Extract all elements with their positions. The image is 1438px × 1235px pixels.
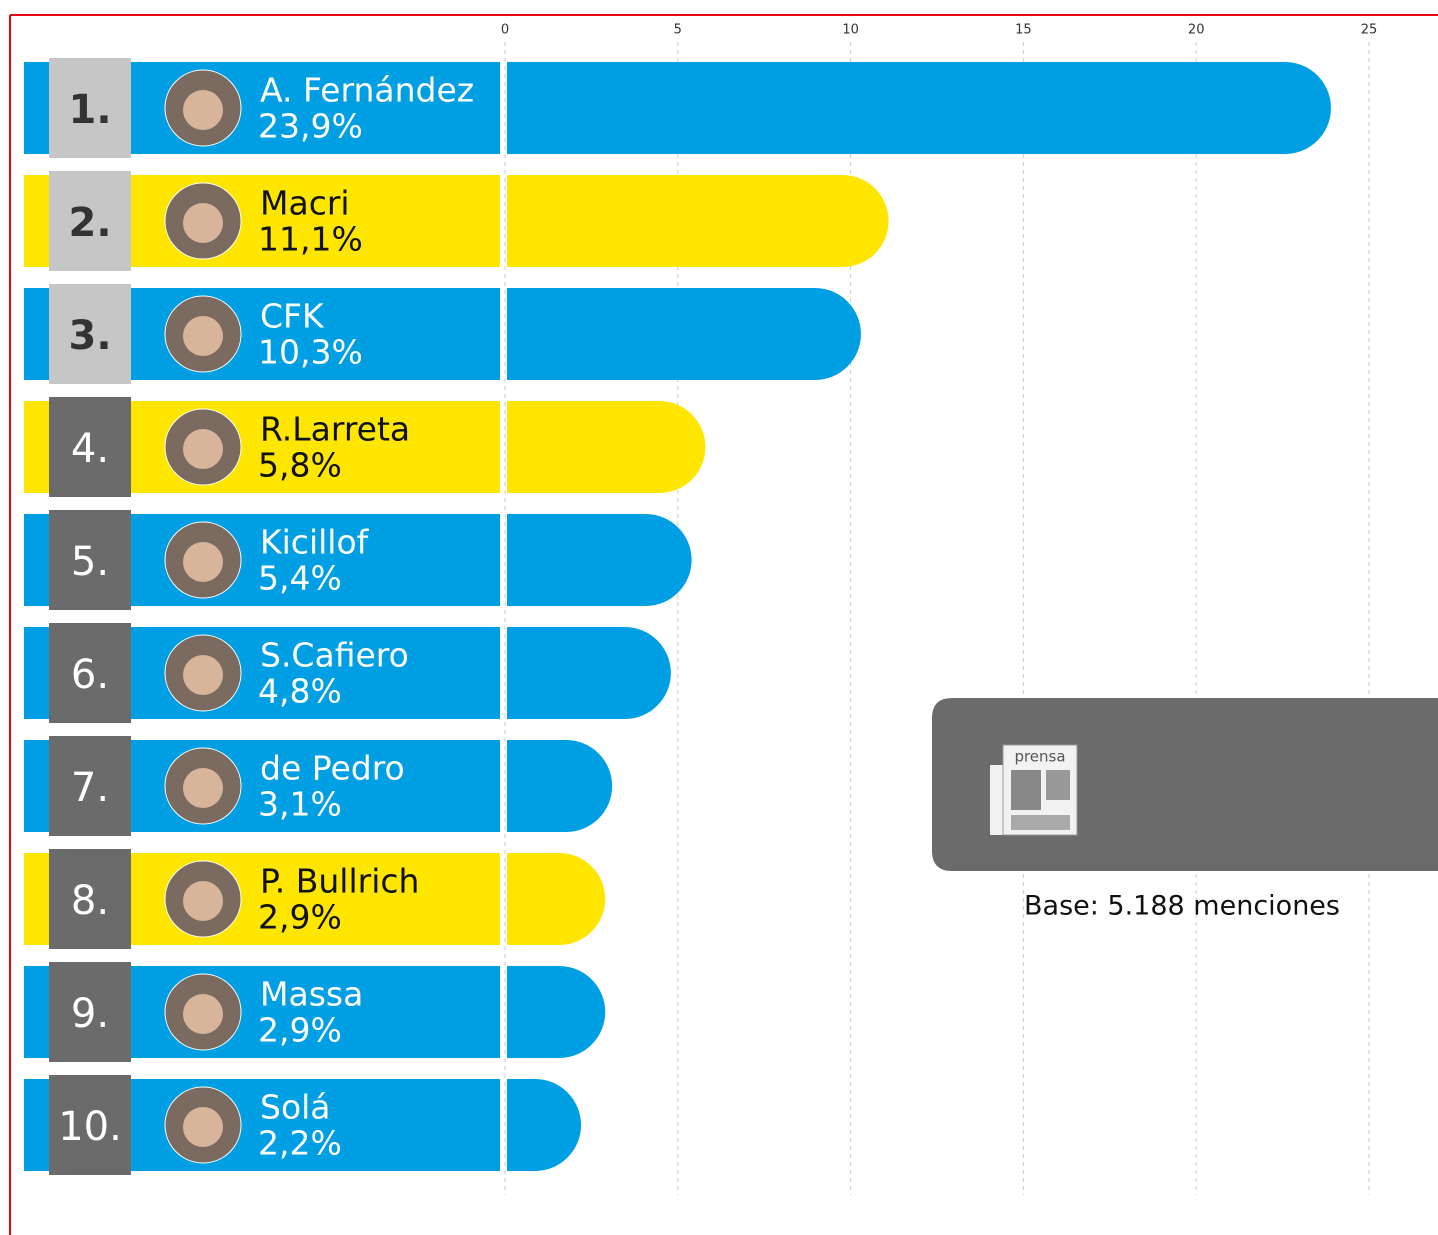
bar [507,175,889,267]
icon-photo2 [1011,815,1070,830]
avatar-face [183,994,223,1034]
avatar-face [183,429,223,469]
annotation: Base: 5.188 menciones [1024,891,1340,922]
rank-label: 7. [71,765,109,811]
value-label: 5,8% [258,446,342,485]
rank-box [49,736,131,836]
value-label: 2,9% [258,898,342,937]
value-label: 10,3% [258,333,363,372]
rank-box [49,397,131,497]
rank-box [49,284,131,384]
category-label: Massa [260,975,363,1014]
category-label: S.Cafiero [260,636,409,675]
rank-label: 2. [68,200,111,246]
rank-box [49,849,131,949]
rank-label: 8. [71,878,109,924]
x-tick-label: 0 [501,23,509,38]
category-label: Kicillof [260,523,370,562]
category-label: Macri [260,184,350,223]
bar [507,853,606,945]
x-tick-label: 25 [1361,23,1378,38]
icon-fold [990,765,1004,835]
bar [507,514,692,606]
rank-label: 9. [71,991,109,1037]
value-label: 5,4% [258,559,342,598]
avatar-face [183,1107,223,1147]
bar [507,740,613,832]
rank-box [49,962,131,1062]
avatar-face [183,90,223,130]
source-label: prensa [1014,748,1065,766]
x-tick-label: 5 [674,23,682,38]
x-tick-label: 20 [1188,23,1205,38]
value-label: 11,1% [258,220,363,259]
rank-label: 3. [68,313,111,359]
avatar-face [183,203,223,243]
category-label: Solá [260,1088,331,1127]
value-label: 4,8% [258,672,342,711]
icon-photo [1046,770,1070,800]
avatar-face [183,655,223,695]
bar [507,62,1331,154]
value-label: 3,1% [258,785,342,824]
rank-box [49,1075,131,1175]
rank-box [49,623,131,723]
category-label: CFK [260,297,325,336]
category-label: R.Larreta [260,410,410,449]
x-tick-label: 15 [1015,23,1032,38]
rank-label: 4. [71,426,109,472]
bar [507,966,606,1058]
bar [507,288,861,380]
category-label: A. Fernández [260,71,474,110]
avatar-face [183,316,223,356]
bar [507,1079,582,1171]
rank-box [49,58,131,158]
avatar-face [183,768,223,808]
bar [507,627,671,719]
x-tick-label: 10 [842,23,859,38]
rank-label: 6. [71,652,109,698]
value-label: 23,9% [258,107,363,146]
rank-label: 10. [58,1104,122,1150]
value-label: 2,9% [258,1011,342,1050]
avatar-face [183,542,223,582]
category-label: de Pedro [260,749,405,788]
rank-label: 5. [71,539,109,585]
category-label: P. Bullrich [260,862,419,901]
grid: 0 5 10 15 20 25 [501,23,1378,1195]
rank-box [49,510,131,610]
avatar-face [183,881,223,921]
bar [507,401,706,493]
icon-lines [1011,770,1041,810]
value-label: 2,2% [258,1124,342,1163]
rank-box [49,171,131,271]
rank-label: 1. [68,87,111,133]
source-box: prensa [932,698,1438,871]
